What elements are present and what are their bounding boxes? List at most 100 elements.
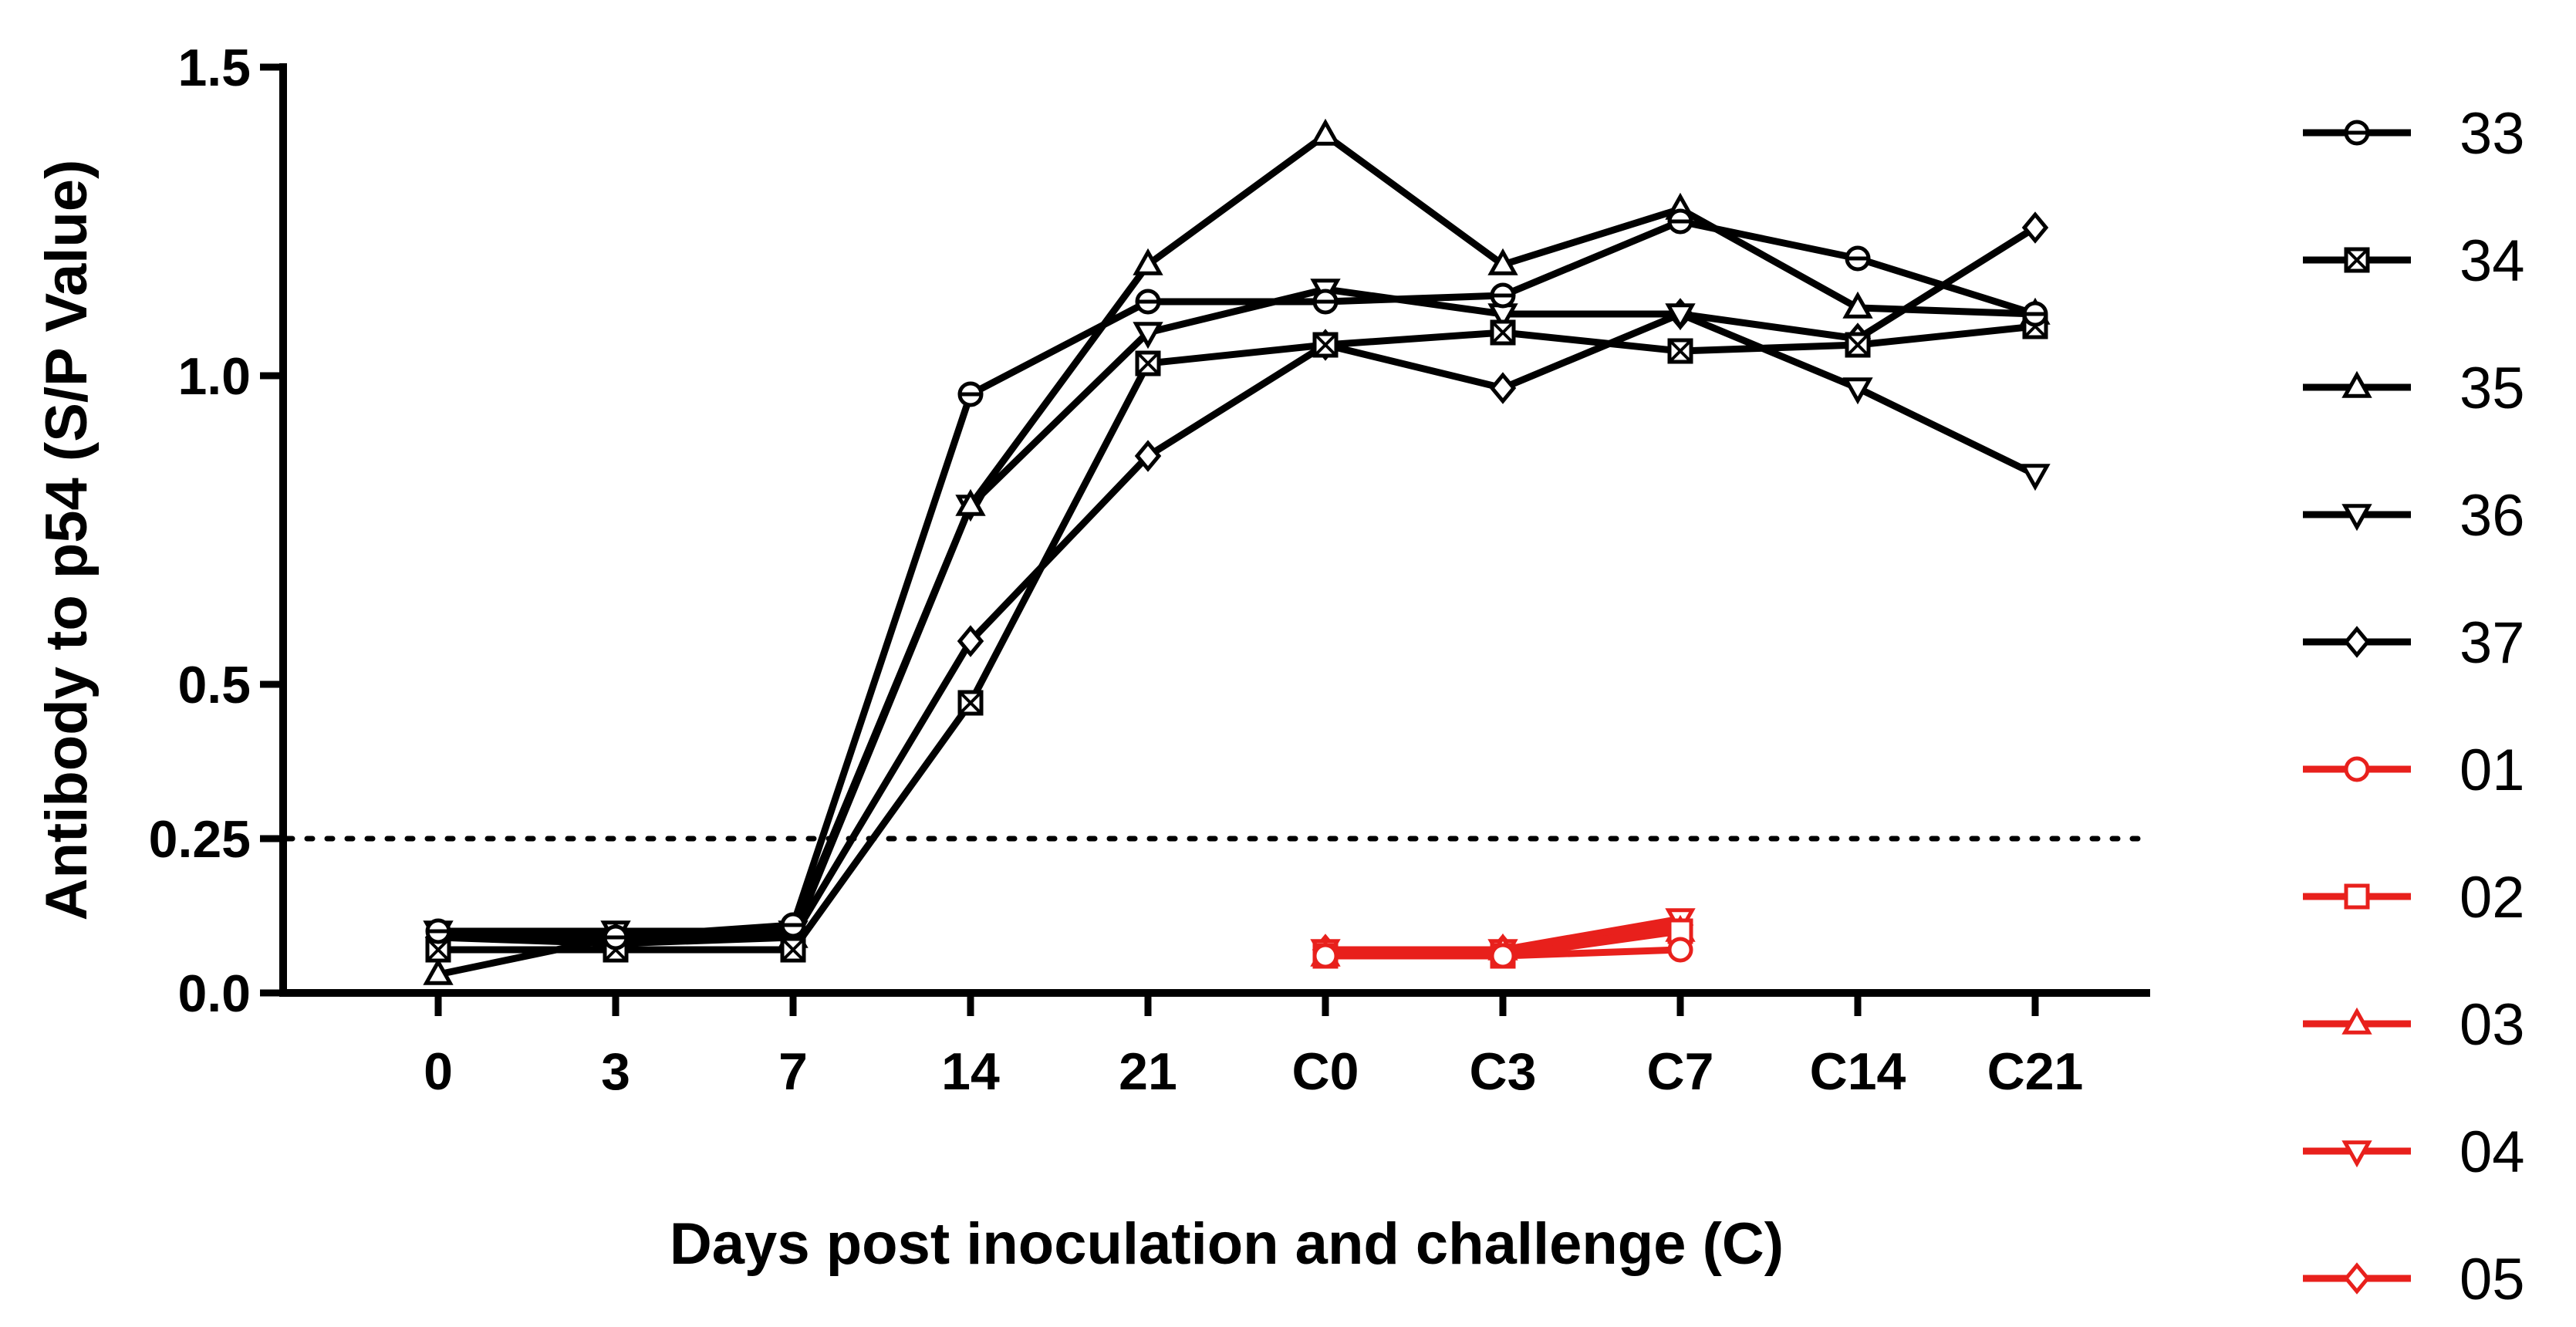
x-tick-label: C0 <box>1292 1042 1359 1101</box>
data-point <box>1310 118 1341 146</box>
x-tick-label: C3 <box>1470 1042 1537 1101</box>
marker-circle <box>1490 943 1516 969</box>
data-point <box>2022 301 2048 327</box>
marker-circle <box>1312 943 1339 969</box>
data-point <box>1667 937 1693 963</box>
y-tick-label: 0.0 <box>177 964 251 1023</box>
marker-triangle-down <box>2341 1140 2372 1168</box>
data-point <box>1845 332 1871 358</box>
x-tick-label: 14 <box>941 1042 1000 1101</box>
data-point <box>2021 211 2049 244</box>
marker-cross <box>1136 351 1160 376</box>
x-tick-label: 21 <box>1119 1042 1177 1101</box>
data-point <box>1135 289 1161 315</box>
series-01 <box>1312 937 1693 969</box>
legend-item-37: 37 <box>2303 610 2525 676</box>
legend-label: 03 <box>2460 992 2525 1058</box>
data-point <box>955 488 986 516</box>
data-point <box>1842 377 1873 405</box>
marker-circle <box>1667 937 1693 963</box>
legend-item-01: 01 <box>2303 738 2525 803</box>
data-point <box>1312 332 1339 358</box>
marker-triangle-up <box>1842 291 1873 319</box>
legend-label: 33 <box>2460 101 2525 167</box>
data-point <box>957 625 984 657</box>
marker-triangle-up <box>1133 248 1163 275</box>
marker-cross <box>958 691 983 715</box>
data-point <box>1489 372 1517 404</box>
data-point <box>1312 289 1339 315</box>
marker-diamond <box>957 625 984 657</box>
y-tick-label: 0.5 <box>177 656 251 714</box>
marker-cross <box>426 937 451 962</box>
marker-diamond <box>1134 440 1162 472</box>
marker-circle <box>2344 756 2370 782</box>
data-point <box>1133 248 1163 275</box>
series-33 <box>425 208 2048 951</box>
data-point <box>2020 464 2051 491</box>
marker-triangle-up <box>423 957 454 985</box>
series-36 <box>423 279 2051 948</box>
legend: 33 34 35 36 37 01 02 03 04 05 <box>2303 101 2525 1312</box>
data-point <box>1490 282 1516 309</box>
data-point <box>1665 303 1696 331</box>
data-point <box>1312 943 1339 969</box>
legend-label: 35 <box>2460 356 2525 421</box>
marker-diamond <box>2343 626 2371 658</box>
y-tick-label: 1.0 <box>177 347 251 406</box>
x-tick-label: 7 <box>778 1042 808 1101</box>
marker-diamond <box>2021 211 2049 244</box>
marker-triangle-up <box>955 488 986 516</box>
series-line <box>434 285 2039 935</box>
x-tick-label: C21 <box>1987 1042 2084 1101</box>
x-tick-label: 0 <box>424 1042 453 1101</box>
legend-item-03: 03 <box>2303 992 2525 1058</box>
data-point <box>780 937 806 963</box>
legend-label: 36 <box>2460 483 2525 549</box>
ticks: 0.0 0.25 0.5 1.0 1.5 0 3 7 14 21 C0 C3 C7 C14 C21 <box>149 39 2084 1101</box>
axes <box>279 63 2150 997</box>
x-axis-title: Days post inoculation and challenge (C) <box>670 1211 1784 1277</box>
marker-triangle-down <box>1133 322 1163 349</box>
data-point <box>957 690 984 716</box>
series-37 <box>424 211 2049 960</box>
legend-label: 04 <box>2460 1119 2525 1185</box>
marker-diamond <box>2343 1262 2371 1295</box>
marker-triangle-up <box>1487 248 1518 275</box>
data-point <box>1490 943 1516 969</box>
series-line <box>434 131 2039 978</box>
series-line <box>434 322 2039 954</box>
data-point <box>1487 248 1518 275</box>
marker-triangle-up <box>2341 370 2372 398</box>
x-tick-label: C14 <box>1810 1042 1906 1101</box>
data-point <box>780 912 806 938</box>
x-tick-label: C7 <box>1647 1042 1714 1101</box>
legend-label: 01 <box>2460 738 2525 803</box>
data-point <box>423 957 454 985</box>
marker-triangle-up <box>2341 1007 2372 1035</box>
marker-triangle-down <box>2341 504 2372 532</box>
marker-triangle-down <box>1665 303 1696 331</box>
marker-cross <box>1313 333 1338 357</box>
y-tick-label: 1.5 <box>177 39 251 97</box>
data-point <box>1135 350 1161 376</box>
x-tick-label: 3 <box>601 1042 630 1101</box>
marker-cross <box>1668 339 1693 363</box>
data-point <box>603 924 629 951</box>
marker-diamond <box>1489 372 1517 404</box>
series-35 <box>423 118 2051 985</box>
legend-item-33: 33 <box>2303 101 2525 167</box>
marker-triangle-down <box>1842 377 1873 405</box>
data-point <box>1490 319 1516 346</box>
data-point <box>1667 208 1693 235</box>
marker-square <box>2344 883 2370 910</box>
legend-item-36: 36 <box>2303 483 2525 549</box>
series-34 <box>425 313 2048 963</box>
y-axis-title: Antibody to p54 (S/P Value) <box>34 160 100 921</box>
data-point <box>1845 245 1871 272</box>
data-point <box>957 381 984 407</box>
data-point <box>425 918 451 944</box>
series-line <box>434 218 2039 941</box>
data-point <box>1842 291 1873 319</box>
legend-label: 05 <box>2460 1247 2525 1312</box>
